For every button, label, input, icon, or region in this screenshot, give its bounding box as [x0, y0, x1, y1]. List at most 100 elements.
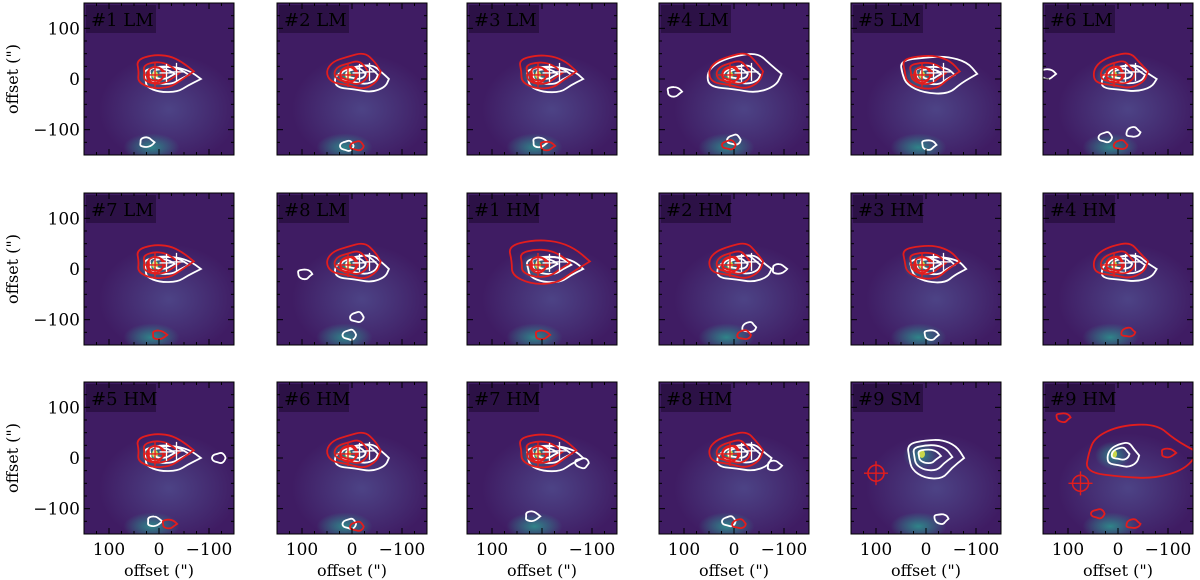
red-contour-extra	[1120, 326, 1137, 338]
panel-label-box	[279, 384, 349, 412]
red-contour-extra	[152, 329, 169, 341]
map-diffuse-emission	[866, 244, 1001, 345]
panel-label-box	[86, 195, 156, 223]
red-contour-extra	[731, 518, 747, 530]
panel-label-box	[86, 5, 156, 33]
red-contour-extra	[1055, 412, 1072, 424]
map-panel: #8 LM	[276, 192, 428, 346]
white-contour-extra	[349, 310, 365, 323]
map-diffuse-emission	[292, 244, 427, 345]
x-tick-label: 0	[347, 540, 358, 560]
red-contour-outer	[1092, 52, 1150, 89]
white-contour-inner	[917, 448, 943, 465]
red-contour-mid	[525, 61, 564, 85]
x-tick-label: −100	[953, 540, 1000, 560]
red-contour-outer	[708, 242, 765, 279]
red-contour-mid	[715, 60, 752, 85]
red-contour-outer	[519, 54, 578, 90]
map-south-clump	[1082, 133, 1139, 155]
map-diffuse-emission	[1058, 54, 1193, 155]
red-contour-outer	[708, 52, 765, 89]
x-axis-label: offset (")	[699, 561, 769, 580]
map-diffuse-emission	[674, 433, 809, 534]
white-contour-extra	[933, 513, 950, 525]
x-tick-label: 0	[537, 540, 548, 560]
red-contour-extra	[534, 329, 552, 341]
white-contour-extra	[771, 263, 789, 275]
map-panel: #2 HM	[658, 192, 810, 346]
y-axis-label: offset (")	[3, 423, 22, 493]
white-contour-extra	[923, 329, 941, 341]
map-diffuse-emission	[292, 433, 427, 534]
x-tick-label: 100	[93, 540, 125, 560]
panel-label-box	[469, 195, 539, 223]
red-contour-outer	[136, 54, 196, 89]
map-south-clump	[506, 323, 563, 345]
white-contour-extra	[721, 515, 737, 528]
white-contour-outer	[900, 55, 979, 95]
x-tick-label: 100	[476, 540, 508, 560]
panel-label-box	[853, 5, 923, 33]
y-tick-label: 0	[69, 70, 80, 90]
red-contour-outer	[708, 431, 765, 468]
panel-label: #6 LM	[1050, 10, 1113, 31]
white-contour-extra	[741, 321, 758, 333]
panel-label-box	[661, 195, 731, 223]
white-contour-extra	[525, 510, 542, 523]
map-south-clump	[1082, 512, 1139, 534]
red-contour-extra	[349, 520, 365, 532]
map-panel: #1 HM	[466, 192, 618, 346]
panel-label: #9 HM	[1050, 389, 1116, 410]
panel-label: #7 LM	[91, 200, 154, 221]
panel-label-box	[1045, 384, 1115, 412]
red-contour-outer	[902, 244, 962, 280]
red-contour-mid	[525, 440, 564, 464]
panel-label: #8 HM	[666, 389, 732, 410]
panel-label: #8 LM	[284, 200, 347, 221]
map-panel: #5 LM	[850, 2, 1002, 156]
map-south-clump	[316, 323, 373, 345]
x-tick-label: 100	[1052, 540, 1084, 560]
red-contour-outer	[902, 54, 962, 90]
white-contour-inner	[1110, 446, 1131, 461]
red-contour-outer	[326, 52, 382, 90]
panel-label-box	[853, 195, 923, 223]
x-tick-label: 0	[1113, 540, 1124, 560]
white-contour-extra	[211, 452, 227, 464]
white-contour-extra	[139, 136, 156, 148]
panel-label: #2 HM	[666, 200, 732, 221]
red-contour-outer	[136, 433, 196, 468]
red-contour-extra	[721, 139, 737, 151]
map-panel: #3 LM	[466, 2, 618, 156]
x-tick-label: −100	[1145, 540, 1192, 560]
map-south-clump	[698, 133, 755, 155]
panel-label: #9 SM	[858, 389, 921, 410]
panel-label-box	[279, 5, 349, 33]
red-contour-mid	[909, 61, 948, 85]
red-contour-outer	[1086, 423, 1193, 479]
red-contour-extra	[736, 329, 753, 340]
map-diffuse-emission	[1058, 433, 1193, 534]
panel-label-box	[1045, 195, 1115, 223]
x-axis-label: offset (")	[317, 561, 387, 580]
map-peak	[919, 449, 925, 458]
red-contour-outer	[1092, 242, 1150, 279]
white-contour-extra	[921, 139, 938, 151]
red-contour-mid	[1100, 250, 1137, 275]
panel-label: #4 HM	[1050, 200, 1116, 221]
panel-label-box	[279, 195, 349, 223]
white-contour-extra	[574, 457, 590, 470]
map-south-clump	[123, 323, 180, 345]
red-contour-extra	[1112, 139, 1129, 150]
x-tick-label: −100	[379, 540, 426, 560]
red-contour-mid	[333, 439, 370, 464]
x-tick-label: 0	[154, 540, 165, 560]
y-tick-label: −100	[33, 121, 80, 141]
white-contour-extra	[1043, 68, 1058, 80]
y-tick-label: 0	[69, 449, 80, 469]
map-south-clump	[316, 512, 373, 534]
map-panel: #6 LM	[1042, 2, 1194, 156]
x-tick-label: 0	[921, 540, 932, 560]
white-contour-outer	[907, 439, 966, 480]
